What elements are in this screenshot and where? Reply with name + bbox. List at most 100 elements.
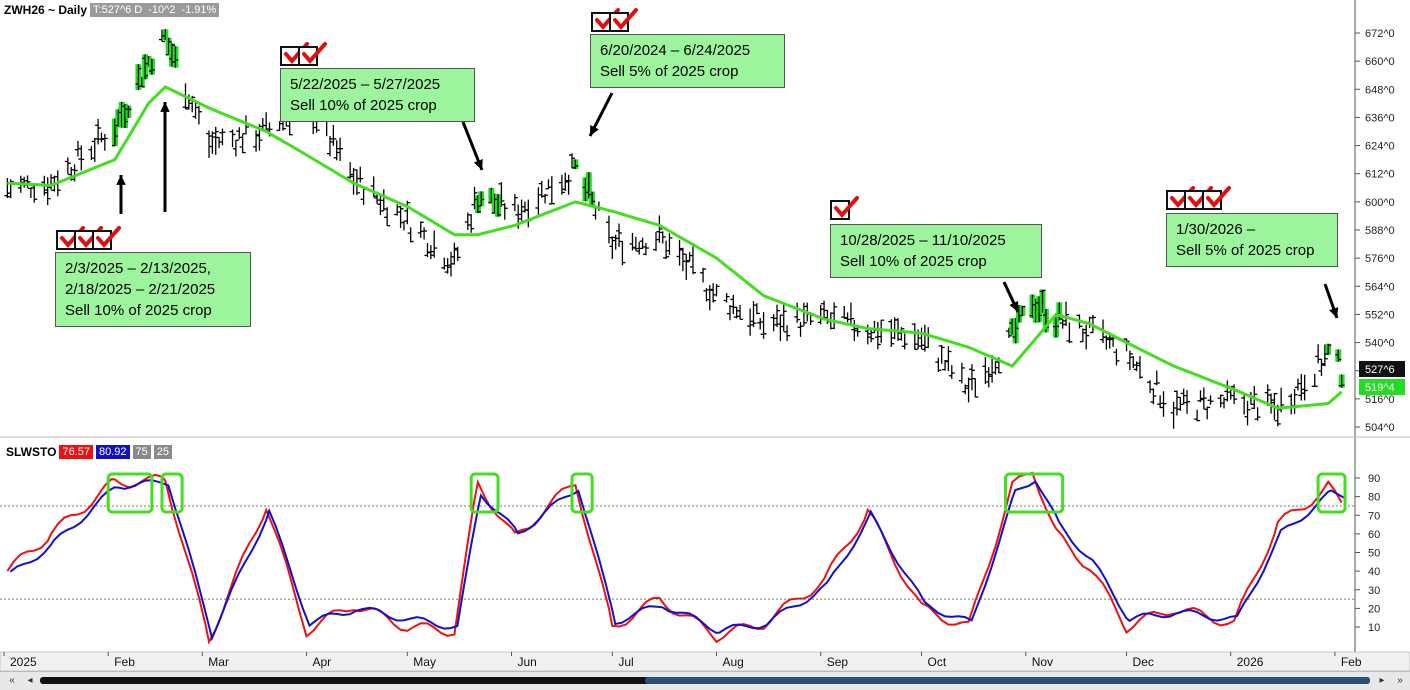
price-bar bbox=[888, 319, 895, 348]
price-bar bbox=[219, 128, 226, 146]
stoch-highlight-box bbox=[469, 472, 500, 514]
scroll-home-icon[interactable]: « bbox=[9, 675, 15, 686]
price-bar bbox=[1160, 391, 1167, 417]
price-bar bbox=[935, 357, 942, 372]
price-bar bbox=[1170, 401, 1177, 429]
oscillator-axis: 90 80 70 60 50 40 30 20 10 bbox=[1355, 473, 1380, 634]
price-bar bbox=[1173, 390, 1180, 416]
price-bar bbox=[737, 304, 744, 320]
price-bar bbox=[417, 221, 424, 238]
price-bar bbox=[542, 193, 549, 204]
price-bar bbox=[276, 121, 283, 132]
price-bar bbox=[911, 323, 918, 351]
stoch-highlight-boxes bbox=[106, 472, 1347, 514]
price-bar bbox=[1147, 380, 1154, 393]
price-bar bbox=[101, 133, 108, 151]
price-bar bbox=[4, 178, 11, 198]
scroll-right-icon[interactable]: ▸ bbox=[1379, 675, 1385, 686]
osc-tick-label: 80 bbox=[1368, 492, 1380, 504]
checkbox-icon bbox=[74, 226, 103, 250]
price-bar bbox=[1103, 335, 1110, 350]
price-tick-label: 504^0 bbox=[1365, 422, 1395, 434]
arrow-icon bbox=[461, 121, 484, 171]
checkmark-group-2 bbox=[280, 42, 327, 66]
price-bar bbox=[91, 138, 98, 162]
price-bar bbox=[1106, 334, 1113, 349]
price-bar bbox=[777, 314, 784, 342]
checkbox-icon bbox=[1202, 186, 1231, 210]
arrow-icon bbox=[1323, 283, 1339, 319]
checkbox-icon bbox=[280, 42, 309, 66]
price-bar bbox=[982, 357, 989, 384]
moving-average-line bbox=[7, 85, 1343, 410]
price-bars bbox=[4, 29, 1345, 429]
price-bar bbox=[350, 167, 357, 195]
price-bar bbox=[666, 233, 673, 256]
annotation-note-3: 6/20/2024 – 6/24/2025 Sell 5% of 2025 cr… bbox=[590, 34, 785, 88]
note-line: 2/3/2025 – 2/13/2025, bbox=[65, 260, 211, 277]
price-tick-label: 612^0 bbox=[1365, 169, 1395, 181]
note-line: Sell 5% of 2025 crop bbox=[600, 63, 739, 80]
price-bar bbox=[1200, 387, 1207, 410]
price-bar bbox=[48, 174, 55, 190]
price-bar bbox=[636, 242, 643, 255]
price-bar bbox=[972, 377, 979, 398]
price-bar bbox=[1079, 328, 1086, 343]
scroll-left-icon[interactable]: ◂ bbox=[27, 675, 33, 686]
price-bar bbox=[898, 327, 905, 341]
scrollbar-thumb[interactable] bbox=[645, 677, 1370, 684]
checkbox-icon bbox=[830, 196, 859, 220]
checkbox-icon bbox=[92, 226, 121, 250]
price-bar bbox=[757, 317, 764, 330]
price-bar bbox=[710, 283, 717, 303]
osc-tick-label: 90 bbox=[1368, 473, 1380, 485]
price-tick-label: 648^0 bbox=[1365, 84, 1395, 96]
price-tick-label: 540^0 bbox=[1365, 338, 1395, 350]
price-bar bbox=[1177, 396, 1184, 411]
price-bar bbox=[441, 257, 448, 270]
price-bar bbox=[511, 194, 518, 212]
price-bar bbox=[125, 105, 132, 118]
price-bar bbox=[1298, 374, 1305, 401]
time-tick-label: Dec bbox=[1133, 655, 1154, 669]
time-axis: 2025 Feb Mar Apr May Jun Jul Aug Sep Oct Nov Dec 202… bbox=[3, 652, 1362, 669]
checkbox-icon bbox=[1166, 186, 1195, 210]
price-bar bbox=[774, 304, 781, 328]
checkbox-icon bbox=[591, 8, 620, 32]
price-bar bbox=[142, 54, 149, 80]
price-bar bbox=[1217, 394, 1224, 408]
checkbox-icon bbox=[298, 42, 327, 66]
price-bar bbox=[589, 191, 596, 207]
horizontal-scrollbar[interactable]: « ◂ ▸ » bbox=[0, 671, 1410, 690]
time-tick-label: Oct bbox=[928, 655, 947, 669]
price-bar bbox=[135, 64, 142, 90]
price-tick-label: 672^0 bbox=[1365, 28, 1395, 40]
price-bar bbox=[468, 214, 475, 233]
price-bar bbox=[384, 207, 391, 227]
price-bar bbox=[616, 223, 623, 247]
scroll-end-icon[interactable]: » bbox=[1397, 675, 1403, 686]
price-bar bbox=[242, 115, 249, 135]
price-bar bbox=[841, 305, 848, 320]
time-tick-label: Nov bbox=[1032, 655, 1053, 669]
price-bar bbox=[831, 302, 838, 330]
oscillator-header: SLWSTO 76.57 80.92 75 25 bbox=[6, 444, 173, 460]
price-bar bbox=[95, 118, 102, 145]
price-bar bbox=[958, 362, 965, 384]
ma-price-tag-bg bbox=[1359, 379, 1405, 395]
price-bar bbox=[1194, 409, 1201, 422]
annotation-note-1: 2/3/2025 – 2/13/2025, 2/18/2025 – 2/21/2… bbox=[55, 252, 251, 327]
time-tick-label: Sep bbox=[827, 655, 849, 669]
price-bar bbox=[165, 37, 172, 56]
price-bar bbox=[24, 175, 31, 188]
price-bar bbox=[518, 199, 525, 221]
price-bar bbox=[642, 242, 649, 256]
price-bar bbox=[780, 304, 787, 332]
price-bar bbox=[663, 240, 670, 260]
annotation-note-5: 1/30/2026 – Sell 5% of 2025 crop bbox=[1166, 213, 1338, 267]
checkbox-icon bbox=[609, 8, 638, 32]
price-bar bbox=[965, 377, 972, 403]
price-bar bbox=[817, 304, 824, 325]
price-bar bbox=[548, 176, 555, 205]
price-bar bbox=[730, 294, 737, 314]
